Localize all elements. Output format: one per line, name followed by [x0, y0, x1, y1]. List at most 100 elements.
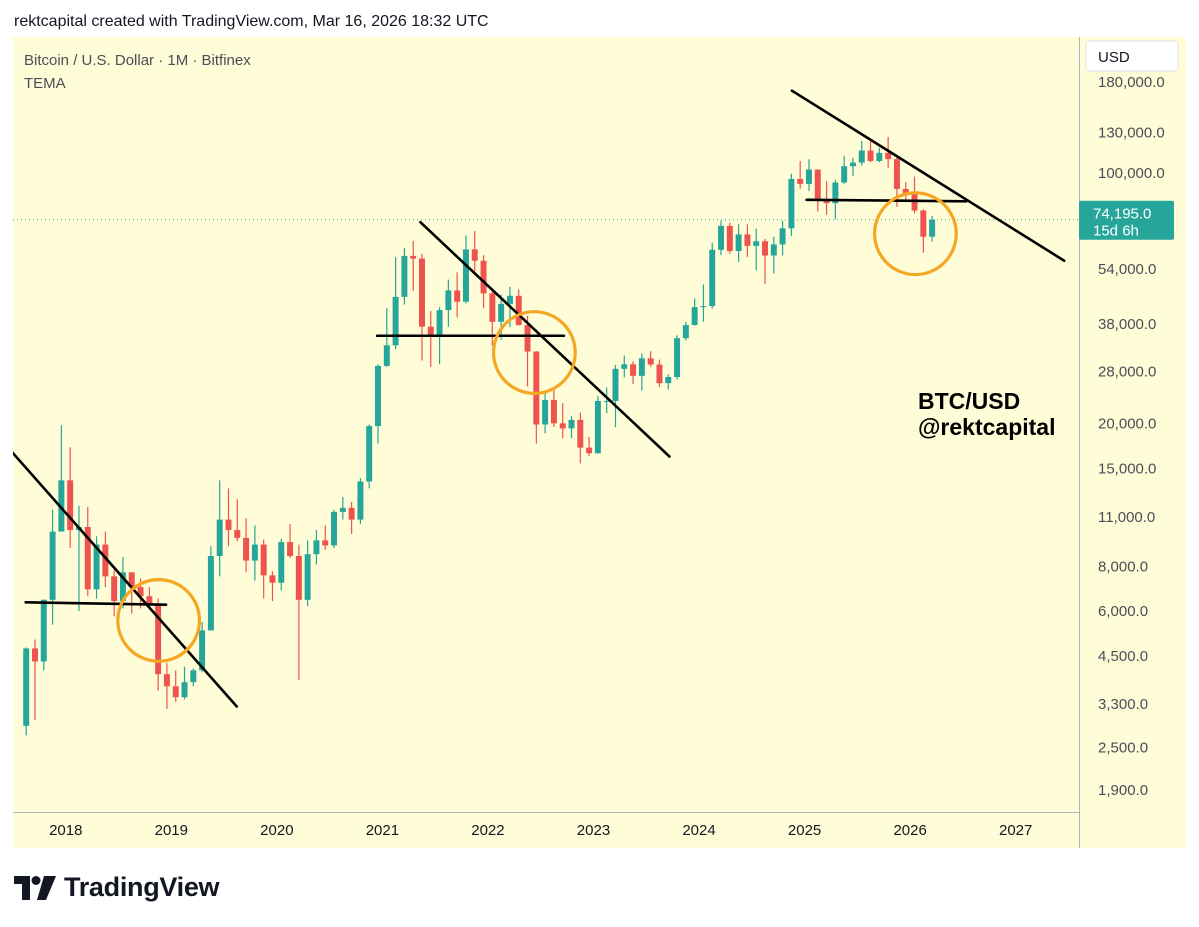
candle-body: [647, 358, 654, 365]
candle-body: [929, 219, 936, 237]
y-tick-label: 6,000.0: [1098, 603, 1148, 620]
candle-body: [322, 540, 329, 546]
candle-body: [524, 325, 531, 352]
symbol-line: Bitcoin / U.S. Dollar · 1M · Bitfinex: [24, 52, 251, 69]
candle-body: [93, 544, 100, 590]
currency-label: USD: [1098, 49, 1130, 66]
candle-body: [594, 400, 601, 454]
y-tick-label: 28,000.0: [1098, 363, 1156, 380]
x-tick-label: 2027: [999, 822, 1032, 839]
candle-body: [251, 544, 258, 561]
candle-body: [753, 241, 760, 246]
candle-body: [269, 575, 276, 583]
candle-body: [146, 596, 153, 604]
candle-body: [287, 542, 294, 556]
candle-body: [823, 199, 830, 204]
candle-body: [401, 255, 408, 297]
x-tick-label: 2018: [49, 822, 82, 839]
candle-body: [700, 306, 707, 308]
candle-body: [260, 544, 267, 576]
btc-monthly-chart[interactable]: Bitcoin / U.S. Dollar · 1M · Bitfinex TE…: [13, 37, 1186, 848]
candle-body: [190, 670, 197, 683]
candle-body: [841, 166, 848, 183]
last-price-countdown: 15d 6h: [1093, 223, 1139, 240]
candle-body: [559, 423, 566, 429]
candle-body: [225, 519, 232, 531]
candle-body: [726, 225, 733, 252]
highlight-circle: [872, 191, 958, 277]
candle-body: [893, 159, 900, 189]
candle-body: [111, 576, 118, 602]
candle-body: [128, 572, 135, 588]
currency-button[interactable]: [1085, 40, 1179, 72]
candle-body: [366, 426, 373, 482]
candle-body: [392, 296, 399, 346]
chart-area[interactable]: Bitcoin / U.S. Dollar · 1M · Bitfinex TE…: [13, 37, 1186, 848]
candle-body: [67, 480, 74, 531]
candle-body: [577, 419, 584, 448]
candle-body: [603, 400, 610, 402]
candle-body: [612, 368, 619, 401]
candle-body: [682, 325, 689, 339]
candle-body: [867, 150, 874, 161]
candle-body: [665, 377, 672, 384]
x-tick-label: 2022: [471, 822, 504, 839]
candle-body: [586, 447, 593, 454]
candle-body: [709, 249, 716, 307]
tradingview-brand[interactable]: TradingView: [14, 872, 220, 903]
x-tick-label: 2026: [893, 822, 926, 839]
y-tick-label: 100,000.0: [1098, 165, 1165, 182]
candle-body: [568, 419, 575, 429]
trendline: [790, 89, 1066, 263]
candle-body: [295, 555, 302, 600]
candle-body: [436, 310, 443, 337]
y-tick-label: 11,000.0: [1098, 509, 1155, 526]
candle-body: [814, 169, 821, 200]
x-tick-label: 2025: [788, 822, 821, 839]
candle-body: [155, 603, 162, 675]
x-tick-label: 2021: [366, 822, 399, 839]
candle-body: [550, 399, 557, 424]
y-tick-label: 3,300.0: [1098, 696, 1148, 713]
candle-body: [489, 293, 496, 322]
y-tick-label: 15,000.0: [1098, 460, 1156, 477]
candle-body: [243, 537, 250, 561]
candle-body: [832, 182, 839, 204]
x-axis-background: [13, 812, 1079, 848]
candle-body: [410, 255, 417, 259]
candle-body: [542, 399, 549, 425]
candle-body: [454, 290, 461, 302]
candle-body: [40, 599, 47, 662]
candle-body: [102, 544, 109, 577]
chart-marks: [13, 89, 1079, 736]
candle-body: [638, 358, 645, 376]
x-tick-label: 2023: [577, 822, 610, 839]
candle-body: [674, 338, 681, 378]
candle-body: [630, 364, 637, 376]
candle-body: [902, 188, 909, 195]
candle-body: [418, 258, 425, 327]
candle-body: [656, 364, 663, 384]
candle-body: [911, 194, 918, 211]
candle-body: [375, 365, 381, 427]
candle-body: [427, 326, 434, 337]
y-tick-label: 130,000.0: [1098, 124, 1165, 141]
y-tick-label: 1,900.0: [1098, 782, 1148, 799]
candle-body: [515, 295, 522, 326]
candle-body: [770, 244, 777, 256]
support-line: [24, 600, 168, 607]
y-tick-label: 38,000.0: [1098, 316, 1156, 333]
x-tick-label: 2024: [682, 822, 715, 839]
indicator-label: TEMA: [24, 75, 66, 92]
chart-credit: rektcapital created with TradingView.com…: [14, 13, 489, 30]
watermark-line1: BTC/USD: [918, 388, 1020, 414]
candle-body: [31, 648, 38, 662]
candle-body: [49, 531, 56, 600]
y-tick-label: 8,000.0: [1098, 558, 1148, 575]
candle-body: [506, 295, 513, 304]
candle-body: [234, 530, 241, 538]
trendline: [419, 220, 671, 458]
highlight-circle: [491, 310, 577, 395]
last-price-badge: [1079, 200, 1174, 240]
candle-body: [858, 150, 865, 163]
